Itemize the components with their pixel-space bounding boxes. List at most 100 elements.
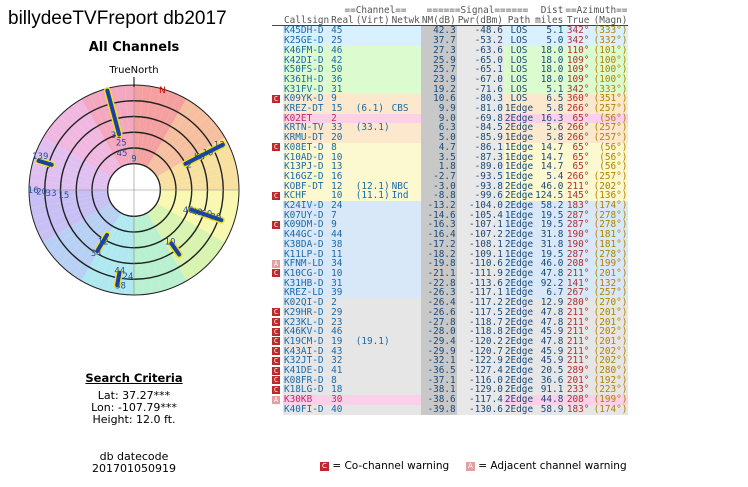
table-row[interactable]: C K43AI-D 43 -29.9 -120.7 2Edge 45.9 211° (202°) (272, 345, 629, 357)
table-row[interactable]: C K23KL-D 23 -27.8 -118.7 2Edge 47.8 211° (201°) (272, 316, 629, 328)
cell-nm: -16.3 (420, 220, 457, 231)
color-wedge (134, 190, 209, 271)
cell-mg: (351°) (593, 93, 628, 105)
table-row[interactable]: K16GZ-D 16 -2.7 -93.5 1Edge 5.4 266° (257°) (272, 170, 629, 182)
table-row[interactable]: K02ET 2 9.0 -69.8 2Edge 16.3 65° (56°) (272, 114, 629, 124)
cell-dist: 124.5 (535, 190, 564, 202)
cell-path: 2Edge (504, 229, 534, 241)
color-wedge (35, 190, 134, 235)
cell-path: 1Edge (504, 103, 534, 115)
color-wedge (134, 94, 187, 190)
cell-real: 36 (331, 73, 343, 85)
table-row[interactable]: C K09YK-D 9 10.6 -80.3 LOS 6.5 360° (351°) (272, 93, 629, 105)
cell-nm: 42.3 (420, 25, 457, 37)
cell-pwr: -65.1 (456, 65, 504, 75)
cell-dist: 20.5 (540, 365, 564, 377)
table-row[interactable]: K13PJ-D 13 1.8 -89.0 1Edge 14.7 65° (56°) (272, 162, 629, 172)
warning-cell (272, 230, 283, 240)
table-row[interactable]: K02QI-D 2 -26.4 -117.2 2Edge 12.9 280° (270°) (272, 298, 629, 308)
cell-nm: -19.8 (420, 259, 457, 269)
table-row[interactable]: C K08ET-D 8 4.7 -86.1 1Edge 14.7 65° (56°) (272, 141, 629, 153)
cell-pwr: -85.9 (456, 133, 504, 143)
table-row[interactable]: K44GC-D 44 -16.4 -107.2 2Edge 31.8 190° (181°) (272, 229, 629, 241)
cell-pwr: -84.5 (456, 123, 504, 134)
cell-real: 46 (331, 44, 343, 56)
table-row[interactable]: K46FM-D 46 27.3 -63.6 LOS 18.0 110° (101°) (272, 44, 629, 56)
table-row[interactable]: A KFNM-LD 34 -19.8 -110.6 2Edge 46.0 208° (199°) (272, 259, 629, 269)
table-row[interactable]: K50FS-D 50 25.7 -65.1 LOS 18.0 109° (100°) (272, 65, 629, 75)
cell-real: 29 (331, 306, 343, 318)
col-callsign: Callsign (283, 14, 331, 27)
cell-path: LOS (510, 83, 528, 95)
cell-call: K08FR-D (284, 374, 324, 386)
cell-call: K16GZ-D (284, 170, 324, 182)
table-row[interactable]: C K10CG-D 10 -21.1 -111.9 2Edge 47.8 211° (201°) (272, 269, 629, 279)
cell-nm: 10.6 (420, 94, 457, 105)
table-row[interactable]: KOBF-DT 12 (12.1) NBC -3.0 -93.8 2Edge 46.0 211°… (272, 181, 629, 192)
table-row[interactable]: C K19CM-D 19 (19.1) -29.4 -120.2 2Edge 47.8 211°… (272, 337, 629, 347)
cell-mg: (257°) (593, 122, 628, 134)
cell-virt (355, 85, 391, 95)
table-row[interactable]: A K30KB 30 -38.6 -117.4 2Edge 44.8 208° (199°) (272, 395, 629, 405)
color-wedge (47, 190, 134, 258)
table-row[interactable]: C K18LG-D 18 -38.1 -129.0 2Edge 91.1 233° (223°) (272, 384, 629, 396)
table-row[interactable]: K25GE-D 25 37.7 -53.2 LOS 5.0 342° (332°) (272, 36, 629, 46)
warning-cell (272, 171, 283, 182)
cell-real: 38 (331, 238, 343, 250)
table-row[interactable]: K31HB-D 31 -22.8 -113.6 2Edge 92.2 141° (132°) (272, 278, 629, 289)
cell-mg: (223°) (593, 384, 628, 396)
table-row[interactable]: KREZ-LD 39 -26.3 -117.1 1Edge 6.7 267° (257°) (272, 287, 629, 299)
cell-dist: 5.1 (546, 83, 564, 95)
station-bar (169, 241, 182, 257)
table-row[interactable]: C K08FR-D 8 -37.1 -116.0 2Edge 36.6 201° (192°) (272, 374, 629, 386)
cell-call: K32JT-D (284, 355, 324, 367)
table-row[interactable]: C K29HR-D 29 -26.6 -117.5 2Edge 47.8 211° (201°) (272, 306, 629, 318)
table-row[interactable]: K24IV-D 24 -13.2 -104.0 2Edge 58.2 183° (174°) (272, 201, 629, 211)
cell-nm: -27.8 (420, 317, 457, 328)
table-row[interactable]: K11LP-D 11 -18.2 -109.1 1Edge 19.5 287° (278°) (272, 249, 629, 260)
cell-call: K08ET-D (284, 141, 324, 153)
table-row[interactable]: C K32JT-D 32 -32.1 -122.9 2Edge 45.9 211° (202°) (272, 355, 629, 367)
cell-nm: -29.4 (420, 337, 457, 347)
cell-mg: (101°) (593, 44, 628, 56)
cell-path: 2Edge (504, 316, 534, 328)
cell-virt (355, 356, 391, 366)
table-row[interactable]: K07UY-D 7 -14.6 -105.4 1Edge 19.5 287° (278°) (272, 209, 629, 221)
table-row[interactable]: K45DH-D 45 42.3 -48.6 LOS 5.1 342° (333°) (272, 25, 629, 37)
color-wedge (38, 137, 135, 190)
cell-tr: 287° (566, 209, 590, 221)
table-row[interactable]: KRTN-TV 33 (33.1) 6.3 -84.5 2Edge 5.6 266° (257°… (272, 122, 629, 134)
cell-path: 2Edge (504, 345, 534, 357)
adjacent-channel-flag-icon: A (465, 461, 475, 471)
cell-path: 2Edge (504, 365, 534, 377)
table-row[interactable]: K36IH-D 36 23.9 -67.0 LOS 18.0 109° (100°) (272, 73, 629, 85)
table-row[interactable]: K38DA-D 38 -17.2 -108.1 2Edge 31.8 190° (181°) (272, 238, 629, 250)
cell-nm: 4.7 (420, 143, 457, 153)
cell-nm: 19.2 (420, 84, 457, 95)
warning-cell (272, 181, 283, 192)
cell-nm: 9.9 (420, 104, 457, 114)
table-row[interactable]: C K09DM-D 9 -16.3 -107.1 1Edge 19.5 287° (278°) (272, 220, 629, 231)
cell-net (391, 46, 421, 56)
table-row[interactable]: K40FI-D 40 -39.8 -130.6 2Edge 58.9 183° (174°) (272, 405, 629, 415)
table-row[interactable]: KREZ-DT 15 (6.1) CBS 9.9 -81.0 1Edge 5.8 266° (25… (272, 103, 629, 115)
table-row[interactable]: K10AD-D 10 3.5 -87.3 1Edge 14.7 65° (56°) (272, 151, 629, 163)
table-row[interactable]: C KCHF 10 (11.1) Ind -8.8 -99.6 2Edge 124.5 145°(… (272, 190, 629, 202)
channel-label: 15 (58, 191, 69, 201)
cell-call: KREZ-LD (284, 287, 324, 299)
cell-mg: (257°) (593, 287, 628, 299)
cell-dist: 14.7 (540, 151, 564, 163)
table-row[interactable]: K31FV-D 31 19.2 -71.6 LOS 5.1 342° (333°) (272, 83, 629, 95)
cell-mg: (56°) (599, 151, 628, 163)
table-row[interactable]: C K41DE-D 41 -36.5 -127.4 2Edge 20.5 289° (280°) (272, 365, 629, 377)
color-wedge (134, 190, 221, 258)
cell-path: LOS (510, 44, 528, 56)
table-row[interactable]: KRMU-DT 20 5.0 -85.9 1Edge 5.8 266° (257°) (272, 133, 629, 143)
table-row[interactable]: K42DI-D 42 25.9 -65.0 LOS 18.0 109° (100°) (272, 55, 629, 66)
color-wedge (66, 103, 134, 190)
cell-real: 23 (331, 316, 343, 328)
table-row[interactable]: C K46KV-D 46 -28.0 -118.8 2Edge 45.9 211° (202°) (272, 327, 629, 337)
cell-nm: -26.3 (420, 288, 457, 299)
cell-net (391, 308, 421, 318)
cell-virt: (6.1) (355, 103, 384, 115)
